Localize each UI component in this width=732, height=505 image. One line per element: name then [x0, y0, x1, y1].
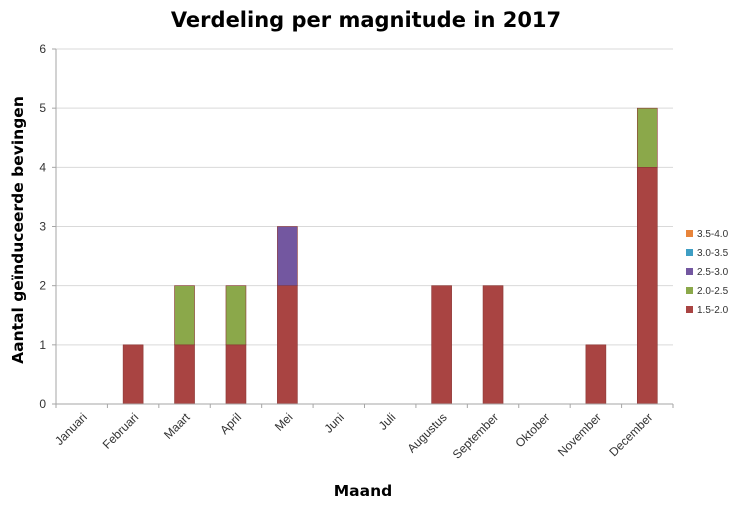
legend-swatch-3.5-4.0: [686, 230, 693, 237]
legend-label-3.0-3.5: 3.0-3.5: [697, 248, 729, 259]
bar-februari-1.5-2.0: [122, 344, 144, 405]
x-tick-label-juni: Juni: [321, 410, 346, 435]
y-tick-label-4: 4: [39, 160, 46, 174]
bar-maart-2.0-2.5: [174, 285, 195, 346]
legend-label-2.0-2.5: 2.0-2.5: [697, 286, 729, 297]
bar-november-1.5-2.0: [585, 344, 607, 405]
legend-label-2.5-3.0: 2.5-3.0: [697, 267, 729, 278]
bar-december-2.0-2.5: [636, 107, 658, 168]
bar-maart-1.5-2.0: [174, 344, 195, 405]
legend-swatch-2.0-2.5: [686, 287, 693, 294]
y-tick-label-0: 0: [39, 397, 46, 411]
legend-label-3.5-4.0: 3.5-4.0: [697, 229, 729, 240]
legend: 3.5-4.0 3.0-3.5 2.5-3.0 2.0-2.5 1.5-2.0: [686, 229, 729, 316]
legend-label-1.5-2.0: 1.5-2.0: [697, 305, 729, 316]
legend-swatch-1.5-2.0: [686, 306, 693, 313]
x-tick-label-juli: Juli: [376, 410, 399, 433]
x-tick-labels: Januari Februari Maart April Mei Juni Juli Augu…: [52, 410, 655, 462]
x-tick-label-augustus: Augustus: [404, 410, 449, 455]
x-tick-label-februari: Februari: [100, 410, 141, 451]
bar-april-2.0-2.5: [225, 285, 247, 346]
y-tick-labels: 0 1 2 3 4 5 6: [39, 42, 46, 411]
bars: [122, 107, 658, 405]
bar-april-1.5-2.0: [225, 344, 247, 405]
y-tick-label-3: 3: [39, 220, 46, 234]
y-tick-label-1: 1: [39, 338, 46, 352]
x-tick-label-april: April: [217, 410, 244, 437]
x-tick-label-december: December: [606, 410, 655, 459]
bar-mei-1.5-2.0: [277, 285, 298, 405]
chart-title: Verdeling per magnitude in 2017: [171, 8, 561, 32]
legend-swatch-2.5-3.0: [686, 268, 693, 275]
y-tick-label-5: 5: [39, 101, 46, 115]
y-tick-label-2: 2: [39, 279, 46, 293]
y-tick-label-6: 6: [39, 42, 46, 56]
legend-swatch-3.0-3.5: [686, 249, 693, 256]
x-axis-title: Maand: [334, 482, 392, 500]
x-tick-label-november: November: [555, 410, 604, 459]
bar-september-1.5-2.0: [482, 285, 504, 405]
axes: [52, 48, 674, 408]
y-axis-title: Aantal geïnduceerde bevingen: [9, 96, 27, 364]
x-tick-label-maart: Maart: [161, 410, 193, 442]
bar-mei-2.5-3.0: [277, 226, 298, 286]
x-tick-label-januari: Januari: [52, 410, 90, 448]
x-tick-label-september: September: [450, 410, 501, 461]
x-tick-label-oktober: Oktober: [512, 410, 552, 450]
gridlines: [56, 48, 673, 405]
bar-augustus-1.5-2.0: [431, 285, 452, 405]
x-tick-label-mei: Mei: [272, 410, 296, 434]
bar-december-1.5-2.0: [636, 167, 658, 405]
